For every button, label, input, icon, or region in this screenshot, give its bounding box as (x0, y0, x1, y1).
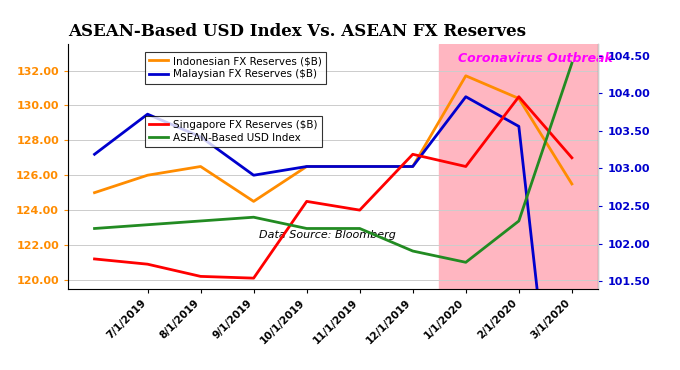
Text: Coronavirus Outbreak: Coronavirus Outbreak (458, 52, 613, 65)
Legend: Singapore FX Reserves ($B), ASEAN-Based USD Index: Singapore FX Reserves ($B), ASEAN-Based … (145, 115, 322, 147)
Bar (439, 44, 598, 289)
Text: Data Source: Bloomberg: Data Source: Bloomberg (259, 230, 396, 240)
Text: ASEAN-Based USD Index Vs. ASEAN FX Reserves: ASEAN-Based USD Index Vs. ASEAN FX Reser… (68, 23, 526, 40)
